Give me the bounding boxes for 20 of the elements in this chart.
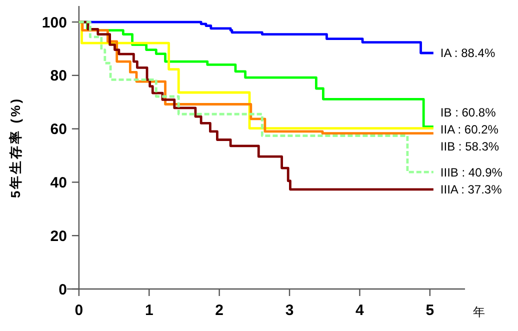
series-label: IIIB : 40.9% [440, 165, 503, 180]
y-tick-label: 40 [50, 174, 67, 192]
x-tick-label: 5 [426, 302, 434, 319]
y-tick-label: 60 [50, 121, 67, 138]
y-tick-label: 100 [42, 14, 67, 32]
x-axis-title: 年 [473, 305, 485, 319]
x-tick-label: 0 [74, 302, 84, 319]
y-axis-title: 5年生存率 (%) [8, 96, 23, 198]
series-label: IIA : 60.2% [440, 122, 499, 137]
y-tick-label: 0 [58, 281, 67, 298]
series-label: IIB : 58.3% [440, 140, 500, 154]
y-tick-label: 80 [50, 68, 67, 85]
y-tick-label: 20 [50, 228, 67, 245]
series-label: IA : 88.4% [440, 46, 496, 60]
x-tick-label: 3 [285, 302, 294, 319]
x-tick-label: 1 [144, 302, 154, 319]
series-label: IIIA : 37.3% [440, 182, 502, 197]
x-tick-label: 4 [356, 302, 365, 319]
x-tick-label: 2 [215, 302, 224, 319]
series-label: IB : 60.8% [440, 106, 496, 120]
